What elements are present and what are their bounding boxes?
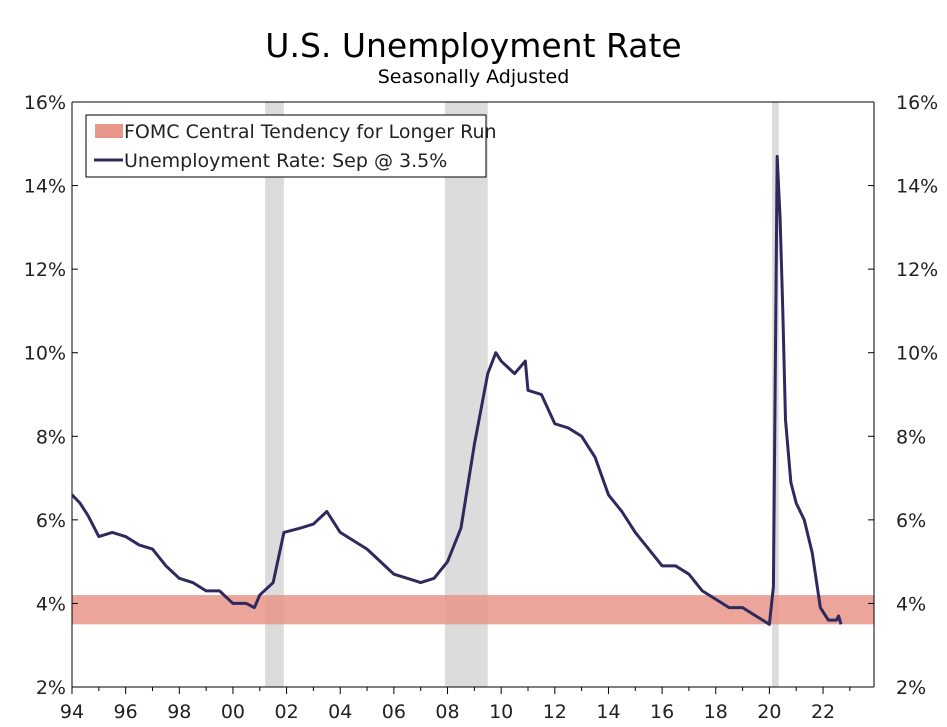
y-tick-label-right: 16% bbox=[896, 92, 938, 114]
chart-title: U.S. Unemployment Rate bbox=[265, 26, 682, 65]
y-tick-label-left: 16% bbox=[24, 92, 66, 114]
fomc-band bbox=[72, 595, 874, 625]
legend-label-band: FOMC Central Tendency for Longer Run bbox=[124, 121, 497, 143]
x-tick-label: 98 bbox=[167, 701, 191, 723]
x-tick-label: 96 bbox=[114, 701, 138, 723]
y-tick-label-right: 2% bbox=[896, 677, 926, 699]
y-tick-label-left: 4% bbox=[36, 593, 66, 615]
x-tick-label: 12 bbox=[543, 701, 567, 723]
y-tick-label-right: 4% bbox=[896, 593, 926, 615]
recession-shade bbox=[265, 102, 284, 687]
x-tick-label: 16 bbox=[650, 701, 674, 723]
y-tick-label-left: 6% bbox=[36, 510, 66, 532]
y-tick-label-right: 12% bbox=[896, 259, 938, 281]
chart-subtitle: Seasonally Adjusted bbox=[377, 66, 570, 88]
legend-box bbox=[85, 114, 487, 178]
legend-label-line: Unemployment Rate: Sep @ 3.5% bbox=[124, 150, 447, 172]
x-tick-label: 00 bbox=[221, 701, 245, 723]
x-tick-label: 14 bbox=[596, 701, 620, 723]
x-tick-label: 94 bbox=[60, 701, 84, 723]
x-tick-label: 18 bbox=[704, 701, 728, 723]
y-tick-label-right: 14% bbox=[896, 176, 938, 198]
y-tick-label-right: 8% bbox=[896, 426, 926, 448]
x-tick-label: 22 bbox=[811, 701, 835, 723]
y-tick-label-left: 8% bbox=[36, 426, 66, 448]
x-tick-label: 08 bbox=[435, 701, 459, 723]
unemployment-line bbox=[70, 154, 843, 626]
recession-shade bbox=[444, 102, 488, 687]
x-tick-label: 10 bbox=[489, 701, 513, 723]
y-tick-label-left: 10% bbox=[24, 343, 66, 365]
y-tick-label-right: 6% bbox=[896, 510, 926, 532]
x-tick-label: 06 bbox=[382, 701, 406, 723]
y-tick-label-left: 14% bbox=[24, 176, 66, 198]
x-tick-label: 04 bbox=[328, 701, 352, 723]
x-tick-label: 02 bbox=[274, 701, 298, 723]
y-tick-label-left: 2% bbox=[36, 677, 66, 699]
y-tick-label-right: 10% bbox=[896, 343, 938, 365]
legend-swatch-band bbox=[95, 124, 123, 138]
x-tick-label: 20 bbox=[757, 701, 781, 723]
y-tick-label-left: 12% bbox=[24, 259, 66, 281]
